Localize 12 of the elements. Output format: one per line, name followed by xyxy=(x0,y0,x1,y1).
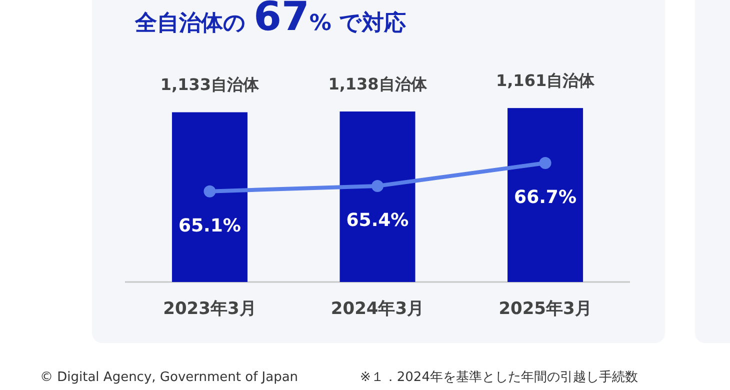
x-tick-label: 2024年3月 xyxy=(330,299,424,320)
data-label: 65.1% xyxy=(178,215,241,236)
text: ※１．2024年を基準とした年間の引越し手続数 xyxy=(360,370,638,385)
data-label: 1,138自治体 xyxy=(328,74,428,94)
data-label: 1,161自治体 xyxy=(496,71,596,90)
data-label: 65.4% xyxy=(346,210,409,232)
x-tick-label: 2023年3月 xyxy=(163,299,256,320)
data-label: 1,133自治体 xyxy=(160,75,260,94)
data-label: 66.7% xyxy=(514,187,576,208)
text: © Digital Agency, Government of Japan xyxy=(40,370,298,385)
x-tick-label: 2025年3月 xyxy=(498,299,592,320)
chart-title: 全自治体の 67% で対応 xyxy=(134,0,406,40)
